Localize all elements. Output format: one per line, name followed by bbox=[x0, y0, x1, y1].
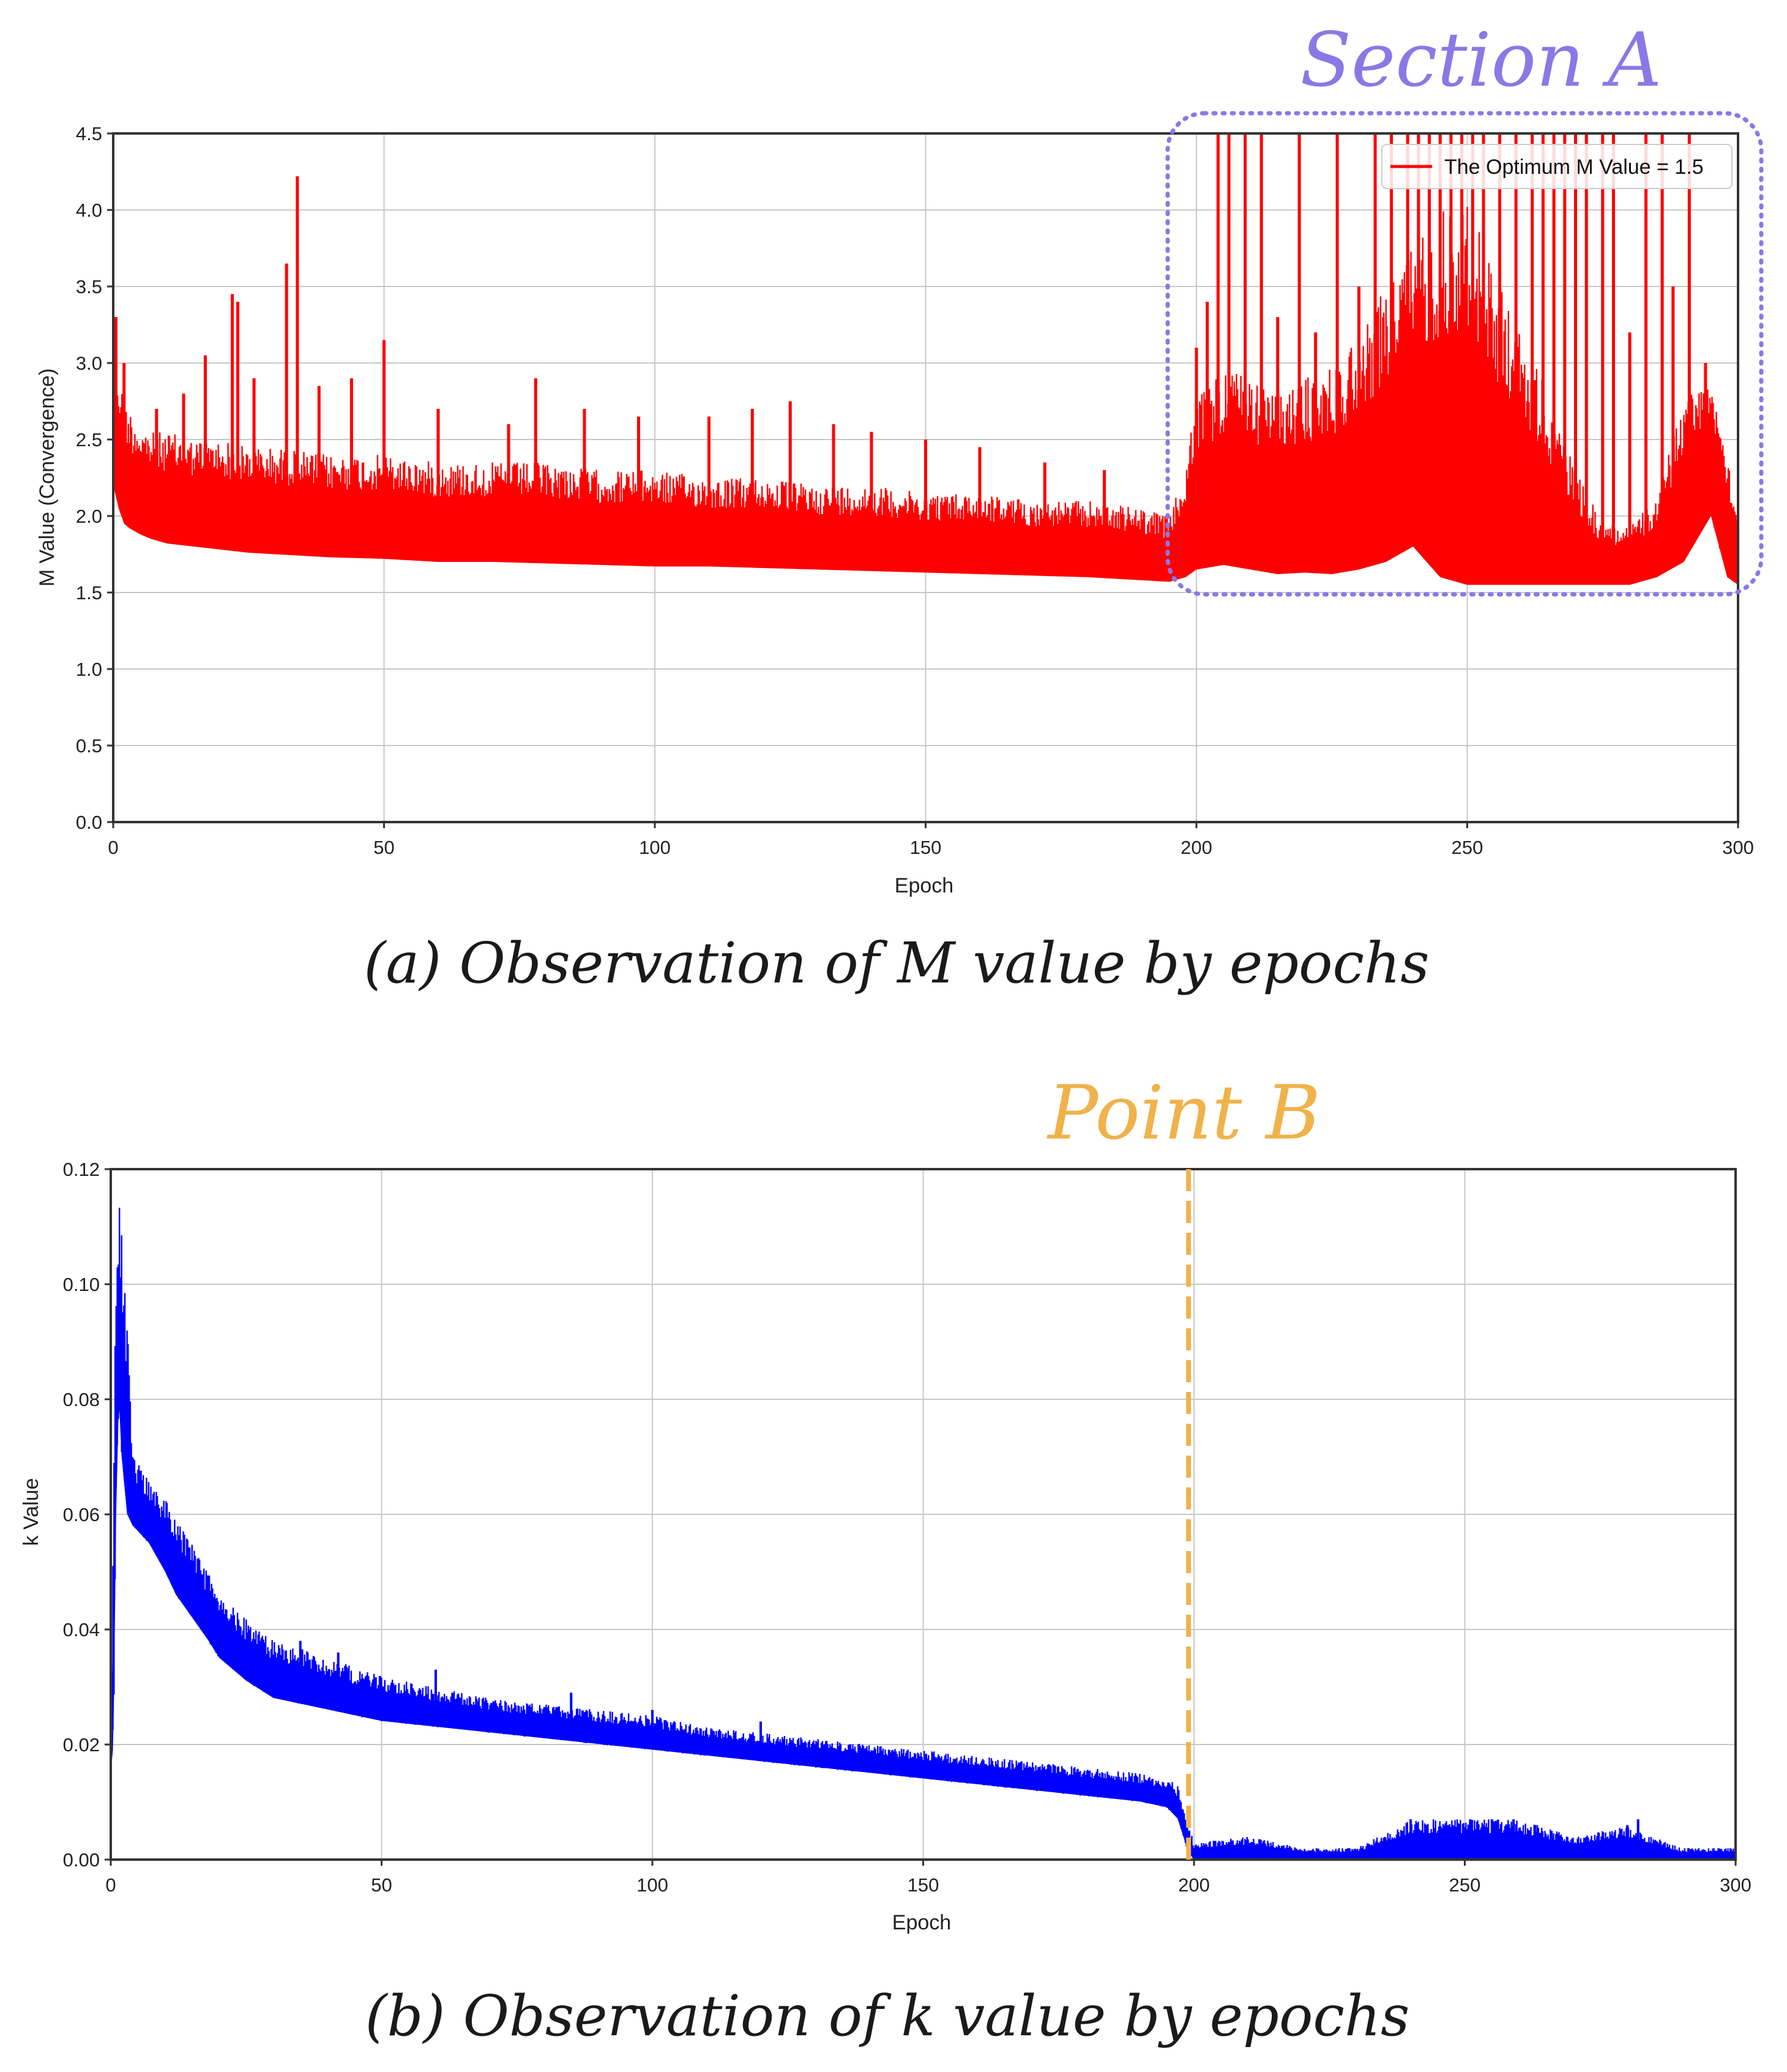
m-series-core bbox=[113, 370, 1738, 585]
k-x-tick-label: 250 bbox=[1449, 1874, 1481, 1896]
k-chart-y-axis-label: k Value bbox=[20, 1478, 43, 1546]
k-x-tick-label: 200 bbox=[1178, 1874, 1210, 1896]
m-chart-x-axis-label: Epoch bbox=[895, 874, 953, 897]
m-x-tick-label: 250 bbox=[1452, 837, 1483, 858]
m-x-tick-label: 300 bbox=[1722, 837, 1754, 858]
k-y-tick-label: 0.02 bbox=[63, 1734, 100, 1756]
m-y-tick-label: 4.0 bbox=[76, 200, 102, 221]
m-chart-legend: The Optimum M Value = 1.5 bbox=[1381, 144, 1733, 189]
m-y-tick-label: 1.0 bbox=[76, 659, 102, 680]
m-y-tick-label: 2.0 bbox=[76, 506, 102, 527]
k-y-tick-label: 0.06 bbox=[63, 1504, 100, 1525]
k-y-tick-label: 0.04 bbox=[63, 1619, 100, 1640]
m-chart-tick-labels: 0 50 100 150 200 250 300 0.0 0.5 1.0 1.5 2.0 2.5 3.0 3… bbox=[76, 123, 1754, 858]
k-chart-x-axis-label: Epoch bbox=[892, 1911, 951, 1934]
legend-label: The Optimum M Value = 1.5 bbox=[1444, 155, 1704, 179]
k-chart-gridlines bbox=[111, 1169, 1736, 1860]
k-value-chart: 0 50 100 150 200 250 300 0.00 0.02 0.04 0.06 0.08 0.… bbox=[20, 1069, 1752, 2049]
m-chart-caption: (a) Observation of M value by epochs bbox=[364, 930, 1429, 996]
m-y-tick-label: 4.5 bbox=[76, 123, 102, 144]
k-chart-plot-frame bbox=[110, 1168, 1737, 1861]
m-chart-y-axis-label: M Value (Convergence) bbox=[35, 368, 59, 587]
k-y-tick-label: 0.10 bbox=[63, 1274, 100, 1295]
k-chart-caption: (b) Observation of k value by epochs bbox=[365, 1983, 1410, 2049]
section-a-label: Section A bbox=[1300, 17, 1662, 103]
m-x-tick-label: 150 bbox=[910, 837, 942, 858]
k-y-tick-label: 0.08 bbox=[63, 1389, 100, 1410]
m-chart-plot-frame bbox=[112, 132, 1739, 823]
m-y-tick-label: 3.0 bbox=[76, 353, 102, 374]
k-y-tick-label: 0.12 bbox=[63, 1159, 100, 1180]
k-x-tick-label: 50 bbox=[371, 1874, 392, 1896]
k-series-core bbox=[111, 1298, 1736, 1860]
m-x-tick-label: 50 bbox=[373, 837, 394, 858]
m-y-tick-label: 0.0 bbox=[76, 812, 102, 833]
m-value-chart: 0 50 100 150 200 250 300 0.0 0.5 1.0 1.5 2.0 2.5 3.0 3… bbox=[35, 17, 1764, 996]
point-b-label: Point B bbox=[1046, 1069, 1321, 1156]
m-y-tick-label: 1.5 bbox=[76, 582, 102, 604]
k-chart-tick-labels: 0 50 100 150 200 250 300 0.00 0.02 0.04 0.06 0.08 0.… bbox=[63, 1159, 1752, 1896]
m-y-tick-label: 3.5 bbox=[76, 276, 102, 297]
k-x-tick-label: 300 bbox=[1720, 1874, 1752, 1896]
m-y-tick-label: 2.5 bbox=[76, 429, 102, 451]
k-x-tick-label: 0 bbox=[105, 1874, 116, 1896]
k-y-tick-label: 0.00 bbox=[63, 1849, 100, 1871]
m-x-tick-label: 0 bbox=[108, 837, 118, 858]
k-x-tick-label: 150 bbox=[908, 1874, 939, 1896]
m-value-series bbox=[112, 133, 1739, 585]
k-x-tick-label: 100 bbox=[636, 1874, 668, 1896]
m-x-tick-label: 100 bbox=[639, 837, 671, 858]
section-a-highlight-box bbox=[1165, 111, 1764, 597]
m-y-tick-label: 0.5 bbox=[76, 735, 102, 757]
legend-box bbox=[1381, 144, 1733, 189]
m-x-tick-label: 200 bbox=[1181, 837, 1212, 858]
